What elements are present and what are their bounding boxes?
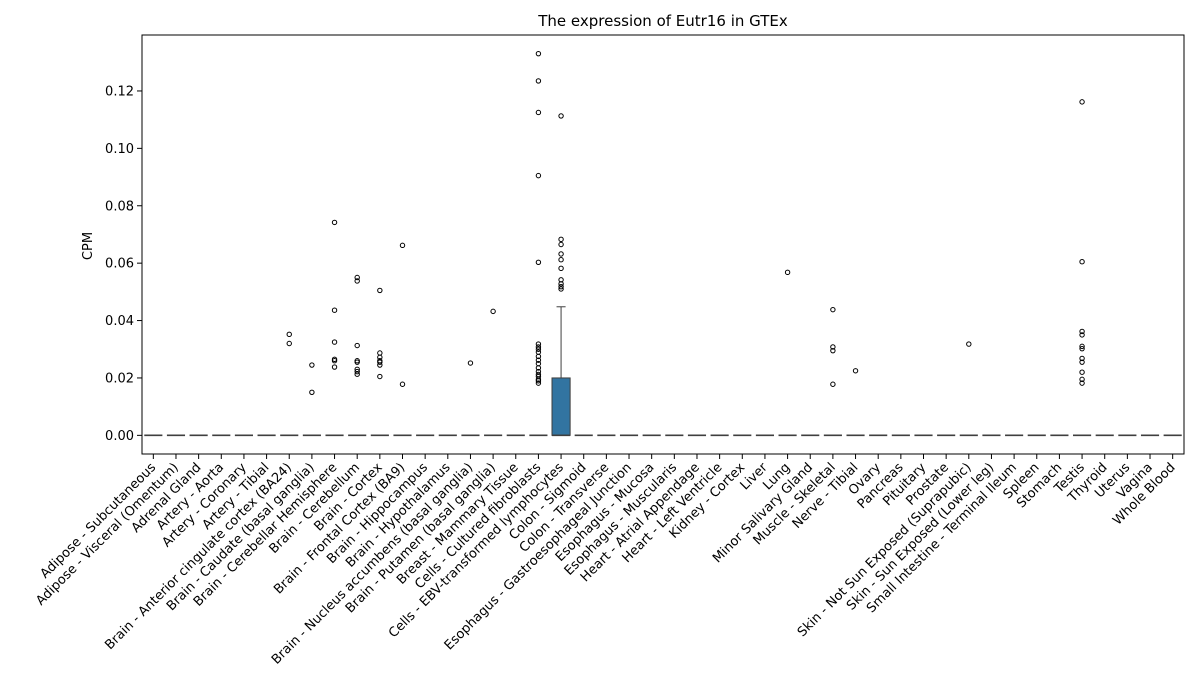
outlier-point xyxy=(966,341,972,347)
box-10 xyxy=(370,287,389,437)
box-body xyxy=(551,377,571,436)
outlier-point xyxy=(1079,328,1085,335)
outlier-point xyxy=(1079,99,1085,105)
outlier-point xyxy=(535,78,542,84)
outlier-point xyxy=(830,306,836,313)
outlier-point xyxy=(1079,376,1085,383)
outlier-point xyxy=(558,113,564,119)
outlier-point xyxy=(1079,259,1085,265)
box-31 xyxy=(846,368,865,437)
y-tick-label: 0.08 xyxy=(105,199,134,214)
outlier-point xyxy=(1079,359,1085,365)
box-17 xyxy=(529,50,548,437)
outlier-point xyxy=(286,331,292,338)
outlier-point xyxy=(784,269,791,276)
outlier-point xyxy=(535,346,542,352)
outlier-point xyxy=(354,278,360,284)
outlier-point xyxy=(852,368,859,374)
outlier-point xyxy=(1079,380,1085,386)
outlier-point xyxy=(286,340,292,347)
plot-area xyxy=(144,50,1182,437)
outlier-point xyxy=(830,347,836,354)
box-7 xyxy=(302,362,321,437)
box-14 xyxy=(461,360,480,437)
plot-frame xyxy=(141,34,1185,455)
box-6 xyxy=(280,331,299,437)
outlier-point xyxy=(399,242,406,249)
outlier-point xyxy=(331,219,338,226)
outlier-point xyxy=(558,257,564,263)
outlier-point xyxy=(535,353,542,360)
outlier-point xyxy=(535,378,542,384)
outlier-point xyxy=(377,373,383,380)
outlier-point xyxy=(331,307,338,313)
outlier-point xyxy=(399,381,406,387)
outlier-point xyxy=(535,109,542,116)
outlier-point xyxy=(558,265,564,272)
outlier-point xyxy=(535,50,542,57)
outlier-point xyxy=(331,358,338,364)
box-28 xyxy=(778,269,797,437)
box-30 xyxy=(823,306,842,437)
box-41 xyxy=(1073,99,1092,437)
outlier-point xyxy=(490,308,496,315)
outlier-point xyxy=(535,341,542,347)
outlier-point xyxy=(377,362,383,368)
chart-title: The expression of Eutr16 in GTEx xyxy=(537,12,788,30)
outlier-point xyxy=(830,344,836,350)
box-15 xyxy=(484,308,503,437)
outlier-point xyxy=(331,339,338,345)
outlier-point xyxy=(309,362,315,368)
outlier-point xyxy=(558,236,564,243)
outlier-point xyxy=(558,283,564,290)
outlier-point xyxy=(354,359,360,365)
y-tick-label: 0.12 xyxy=(105,84,134,99)
box-18 xyxy=(551,113,571,437)
outlier-point xyxy=(354,342,360,349)
outlier-point xyxy=(535,344,542,350)
outlier-point xyxy=(467,360,474,366)
outlier-point xyxy=(830,381,836,387)
outlier-point xyxy=(558,241,564,248)
outlier-point xyxy=(377,287,383,294)
y-tick-label: 0.06 xyxy=(105,257,134,272)
outlier-point xyxy=(558,251,564,257)
y-axis-label: CPM xyxy=(81,232,96,260)
box-8 xyxy=(325,219,344,437)
y-tick-label: 0.00 xyxy=(105,429,134,444)
outlier-point xyxy=(1079,369,1085,375)
outlier-point xyxy=(535,172,542,179)
box-36 xyxy=(959,341,978,437)
y-tick-label: 0.04 xyxy=(105,314,134,329)
outlier-point xyxy=(354,368,360,375)
outlier-point xyxy=(558,286,564,292)
outlier-point xyxy=(309,389,315,395)
outlier-point xyxy=(1079,345,1085,352)
outlier-point xyxy=(1079,343,1085,350)
outlier-point xyxy=(354,371,360,377)
outlier-point xyxy=(535,259,542,265)
box-9 xyxy=(348,274,367,437)
outlier-point xyxy=(535,380,542,386)
outlier-point xyxy=(1079,355,1085,362)
outlier-point xyxy=(331,364,338,370)
outlier-point xyxy=(535,365,542,371)
y-tick-label: 0.10 xyxy=(105,142,134,157)
outlier-point xyxy=(377,359,383,365)
outlier-point xyxy=(535,357,542,363)
box-11 xyxy=(393,242,412,437)
outlier-point xyxy=(354,274,360,281)
y-tick-label: 0.02 xyxy=(105,371,134,386)
outlier-point xyxy=(558,281,564,287)
outlier-point xyxy=(1079,332,1085,338)
